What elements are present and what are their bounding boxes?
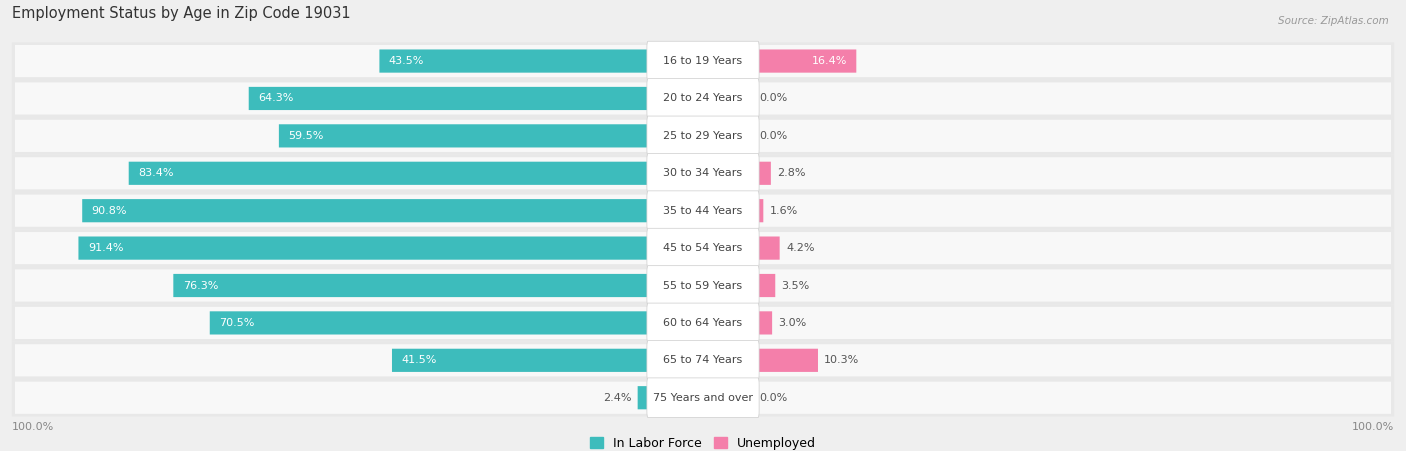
Text: 16.4%: 16.4% [811, 56, 846, 66]
Text: Employment Status by Age in Zip Code 19031: Employment Status by Age in Zip Code 190… [11, 6, 350, 21]
Text: 60 to 64 Years: 60 to 64 Years [664, 318, 742, 328]
FancyBboxPatch shape [15, 83, 1391, 115]
FancyBboxPatch shape [249, 87, 652, 110]
Text: 100.0%: 100.0% [11, 422, 53, 432]
FancyBboxPatch shape [11, 42, 1395, 80]
FancyBboxPatch shape [754, 236, 780, 260]
Text: 91.4%: 91.4% [87, 243, 124, 253]
Text: 25 to 29 Years: 25 to 29 Years [664, 131, 742, 141]
Text: 59.5%: 59.5% [288, 131, 323, 141]
FancyBboxPatch shape [82, 199, 652, 222]
FancyBboxPatch shape [754, 162, 770, 185]
FancyBboxPatch shape [15, 307, 1391, 339]
FancyBboxPatch shape [15, 45, 1391, 77]
Text: 0.0%: 0.0% [759, 93, 787, 103]
FancyBboxPatch shape [754, 274, 775, 297]
FancyBboxPatch shape [129, 162, 652, 185]
Text: 1.6%: 1.6% [769, 206, 797, 216]
FancyBboxPatch shape [754, 349, 818, 372]
Text: 76.3%: 76.3% [183, 281, 218, 290]
FancyBboxPatch shape [647, 78, 759, 118]
Text: 70.5%: 70.5% [219, 318, 254, 328]
FancyBboxPatch shape [79, 236, 652, 260]
Text: 55 to 59 Years: 55 to 59 Years [664, 281, 742, 290]
FancyBboxPatch shape [638, 386, 652, 410]
FancyBboxPatch shape [647, 341, 759, 380]
FancyBboxPatch shape [15, 194, 1391, 227]
Text: 35 to 44 Years: 35 to 44 Years [664, 206, 742, 216]
Text: 30 to 34 Years: 30 to 34 Years [664, 168, 742, 178]
FancyBboxPatch shape [15, 232, 1391, 264]
FancyBboxPatch shape [15, 120, 1391, 152]
FancyBboxPatch shape [647, 303, 759, 343]
FancyBboxPatch shape [754, 199, 763, 222]
Text: 45 to 54 Years: 45 to 54 Years [664, 243, 742, 253]
FancyBboxPatch shape [11, 304, 1395, 341]
FancyBboxPatch shape [173, 274, 652, 297]
Text: 2.8%: 2.8% [778, 168, 806, 178]
Text: 3.0%: 3.0% [779, 318, 807, 328]
FancyBboxPatch shape [11, 267, 1395, 304]
FancyBboxPatch shape [380, 50, 652, 73]
FancyBboxPatch shape [11, 117, 1395, 155]
FancyBboxPatch shape [392, 349, 652, 372]
Text: 20 to 24 Years: 20 to 24 Years [664, 93, 742, 103]
FancyBboxPatch shape [647, 191, 759, 230]
FancyBboxPatch shape [11, 341, 1395, 379]
FancyBboxPatch shape [278, 124, 652, 147]
FancyBboxPatch shape [11, 80, 1395, 117]
FancyBboxPatch shape [754, 311, 772, 335]
Text: 10.3%: 10.3% [824, 355, 859, 365]
Text: 0.0%: 0.0% [759, 131, 787, 141]
FancyBboxPatch shape [15, 344, 1391, 377]
FancyBboxPatch shape [11, 192, 1395, 230]
Text: 2.4%: 2.4% [603, 393, 631, 403]
FancyBboxPatch shape [209, 311, 652, 335]
FancyBboxPatch shape [647, 41, 759, 81]
FancyBboxPatch shape [11, 155, 1395, 192]
FancyBboxPatch shape [647, 266, 759, 305]
Text: 4.2%: 4.2% [786, 243, 814, 253]
Text: 16 to 19 Years: 16 to 19 Years [664, 56, 742, 66]
FancyBboxPatch shape [647, 116, 759, 156]
Legend: In Labor Force, Unemployed: In Labor Force, Unemployed [591, 437, 815, 450]
FancyBboxPatch shape [647, 378, 759, 418]
Text: 64.3%: 64.3% [259, 93, 294, 103]
Text: Source: ZipAtlas.com: Source: ZipAtlas.com [1278, 16, 1389, 26]
Text: 0.0%: 0.0% [759, 393, 787, 403]
FancyBboxPatch shape [11, 230, 1395, 267]
FancyBboxPatch shape [15, 382, 1391, 414]
Text: 83.4%: 83.4% [138, 168, 173, 178]
Text: 100.0%: 100.0% [1353, 422, 1395, 432]
FancyBboxPatch shape [11, 379, 1395, 416]
FancyBboxPatch shape [647, 228, 759, 268]
Text: 41.5%: 41.5% [401, 355, 437, 365]
Text: 75 Years and over: 75 Years and over [652, 393, 754, 403]
Text: 65 to 74 Years: 65 to 74 Years [664, 355, 742, 365]
Text: 90.8%: 90.8% [91, 206, 127, 216]
FancyBboxPatch shape [754, 50, 856, 73]
Text: 3.5%: 3.5% [782, 281, 810, 290]
Text: 43.5%: 43.5% [389, 56, 425, 66]
FancyBboxPatch shape [15, 157, 1391, 189]
FancyBboxPatch shape [15, 269, 1391, 302]
FancyBboxPatch shape [647, 153, 759, 193]
